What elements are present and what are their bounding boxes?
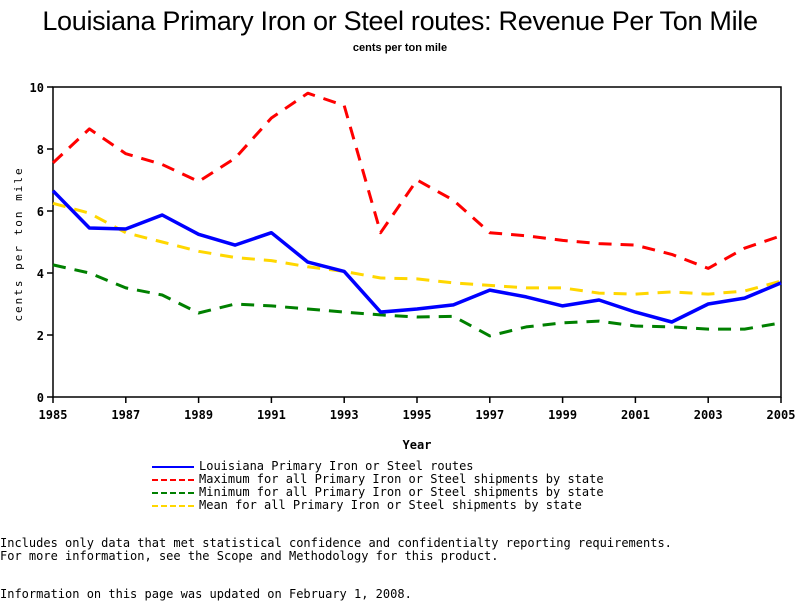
legend-swatch <box>152 492 194 494</box>
y-tick-label: 2 <box>37 329 44 343</box>
x-tick-label: 1997 <box>475 408 504 422</box>
legend-item: Mean for all Primary Iron or Steel shipm… <box>152 499 604 512</box>
x-tick-label: 1993 <box>330 408 359 422</box>
y-tick-label: 6 <box>37 205 44 219</box>
x-tick-label: 2005 <box>767 408 796 422</box>
y-tick-label: 4 <box>37 267 44 281</box>
footnote-confidence: Includes only data that met statistical … <box>0 536 672 550</box>
x-tick-label: 1999 <box>548 408 577 422</box>
y-tick-label: 0 <box>37 391 44 405</box>
series-line-0 <box>53 191 781 322</box>
x-tick-label: 1989 <box>184 408 213 422</box>
line-chart: 0 2 4 6 8 10 1985 1987 1989 1991 1993 1995 1997 1999 2… <box>0 0 800 460</box>
y-tick-label: 8 <box>37 143 44 157</box>
x-tick-label: 2001 <box>621 408 650 422</box>
axes: 0 2 4 6 8 10 1985 1987 1989 1991 1993 1995 1997 1999 2… <box>30 81 796 422</box>
x-tick-label: 2003 <box>694 408 723 422</box>
legend-label: Mean for all Primary Iron or Steel shipm… <box>199 499 582 512</box>
x-tick-label: 1985 <box>39 408 68 422</box>
footnote-methodology: For more information, see the Scope and … <box>0 549 499 563</box>
x-tick-label: 1991 <box>257 408 286 422</box>
legend-swatch <box>152 505 194 507</box>
y-axis-title: cents per ton mile <box>12 166 25 321</box>
footnote-updated: Information on this page was updated on … <box>0 587 412 601</box>
series-lines <box>53 93 781 336</box>
legend-swatch <box>152 466 194 468</box>
x-tick-label: 1995 <box>403 408 432 422</box>
series-line-2 <box>53 265 781 336</box>
legend-swatch <box>152 479 194 481</box>
x-axis-title: Year <box>403 438 432 452</box>
y-tick-label: 10 <box>30 81 44 95</box>
x-tick-label: 1987 <box>111 408 140 422</box>
